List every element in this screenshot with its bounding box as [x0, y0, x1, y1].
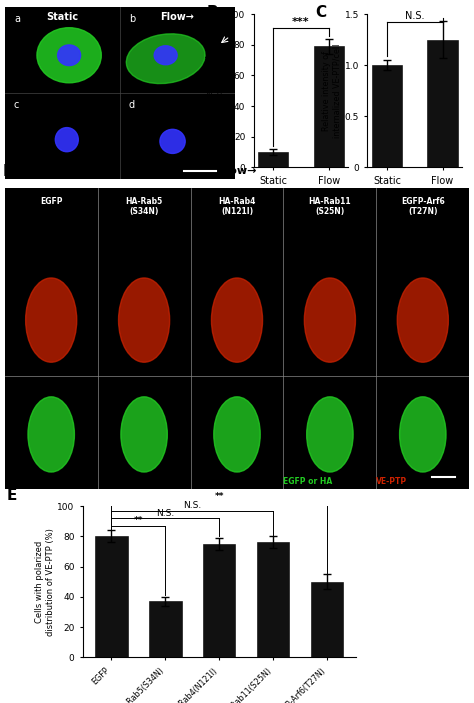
Text: ***: *** — [292, 17, 310, 27]
Text: c: c — [14, 100, 19, 110]
Ellipse shape — [154, 46, 177, 65]
Ellipse shape — [400, 396, 446, 472]
Y-axis label: Cells with polarized distribution of
internalized VE-PTP (%): Cells with polarized distribution of int… — [206, 22, 225, 160]
Bar — [258, 152, 289, 167]
Text: **: ** — [214, 492, 224, 501]
Text: Static: Static — [46, 12, 78, 22]
Text: N.S.: N.S. — [405, 11, 425, 21]
Ellipse shape — [307, 396, 353, 472]
Ellipse shape — [55, 127, 78, 152]
Text: **: ** — [134, 517, 143, 525]
Ellipse shape — [118, 278, 170, 362]
Text: HA-Rab4
(N121I): HA-Rab4 (N121I) — [219, 197, 255, 216]
Text: a: a — [14, 14, 20, 24]
Text: E: E — [7, 488, 17, 503]
Bar — [203, 544, 236, 657]
Ellipse shape — [160, 129, 185, 153]
Bar — [149, 601, 182, 657]
Bar — [372, 65, 402, 167]
Ellipse shape — [37, 27, 101, 83]
Ellipse shape — [214, 396, 260, 472]
Text: HA-Rab11
(S25N): HA-Rab11 (S25N) — [309, 197, 351, 216]
Ellipse shape — [58, 45, 81, 65]
Text: D: D — [2, 164, 15, 179]
Ellipse shape — [304, 278, 356, 362]
Text: N.S.: N.S. — [156, 509, 174, 518]
Text: EGFP-Arf6
(T27N): EGFP-Arf6 (T27N) — [401, 197, 445, 216]
Text: B: B — [206, 5, 218, 20]
Text: Flow→: Flow→ — [160, 12, 194, 22]
Text: N.S.: N.S. — [183, 501, 201, 510]
Text: C: C — [315, 5, 326, 20]
Ellipse shape — [397, 278, 448, 362]
Bar — [427, 39, 458, 167]
Text: EGFP: EGFP — [40, 197, 63, 206]
Text: d: d — [129, 100, 135, 110]
Text: b: b — [129, 14, 135, 24]
Text: VE-PTP: VE-PTP — [376, 477, 408, 486]
Bar — [313, 46, 344, 167]
Text: HA-Rab5
(S34N): HA-Rab5 (S34N) — [126, 197, 163, 216]
Ellipse shape — [26, 278, 77, 362]
Text: Flow→: Flow→ — [218, 166, 256, 176]
Bar — [95, 536, 128, 657]
Ellipse shape — [211, 278, 263, 362]
Ellipse shape — [121, 396, 167, 472]
Ellipse shape — [28, 396, 74, 472]
Text: EGFP or HA: EGFP or HA — [283, 477, 333, 486]
Bar — [257, 543, 289, 657]
Ellipse shape — [126, 34, 205, 84]
Bar — [311, 582, 343, 657]
Y-axis label: Cells with polarized
distribution of VE-PTP (%): Cells with polarized distribution of VE-… — [35, 528, 55, 636]
Y-axis label: Relative intensity of
internalized VE-PTP/cell: Relative intensity of internalized VE-PT… — [322, 44, 342, 138]
